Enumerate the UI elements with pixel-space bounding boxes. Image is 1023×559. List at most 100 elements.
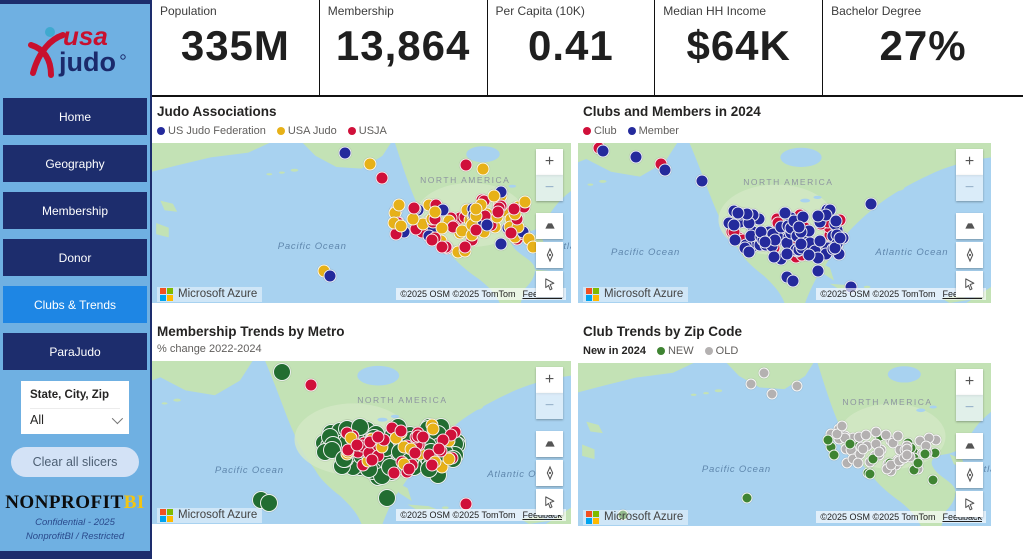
zoom-in-button[interactable]: + — [956, 149, 983, 175]
pointer-button[interactable] — [536, 489, 563, 515]
map-attribution: Microsoft Azure ©2025 OSM ©2025 TomTom F… — [152, 506, 571, 524]
tilt-icon — [544, 441, 555, 447]
sidebar-item-clubs-trends[interactable]: Clubs & Trends — [3, 286, 147, 323]
zoom-in-button[interactable]: + — [536, 149, 563, 175]
sidebar-nav: Home Geography Membership Donor Clubs & … — [0, 98, 150, 370]
tilt-icon — [964, 443, 975, 449]
compass-button[interactable] — [956, 462, 983, 488]
main-content: Population 335M Membership 13,864 Per Ca… — [152, 0, 1023, 526]
map-markers — [152, 361, 571, 524]
legend-item-usja[interactable]: USJA — [347, 125, 387, 137]
panel-title: Clubs and Members in 2024 — [583, 104, 761, 119]
map-membership-trends[interactable]: NORTH AMERICA Pacific Ocean Atlantic Oce… — [152, 361, 571, 524]
pointer-button[interactable] — [956, 491, 983, 517]
map-label-pacific-ocean: Pacific Ocean — [701, 464, 771, 476]
map-controls: + − — [956, 149, 983, 297]
map-label-pacific-ocean: Pacific Ocean — [611, 247, 681, 258]
map-panels: Judo Associations US Judo Federation USA… — [152, 97, 1023, 526]
map-label-north-america: NORTH AMERICA — [743, 176, 834, 187]
microsoft-azure-attribution: Microsoft Azure — [583, 286, 689, 302]
legend-item-us-judo-federation[interactable]: US Judo Federation — [157, 125, 266, 137]
compass-icon — [546, 465, 553, 481]
legend-item-old[interactable]: OLD — [704, 345, 738, 357]
microsoft-logo — [160, 508, 173, 522]
legend-item-member[interactable]: Member — [627, 125, 679, 137]
usa-judo-logo: usa judo — [0, 4, 150, 98]
tilt-icon — [964, 223, 975, 229]
kpi-population: Population 335M — [152, 0, 320, 95]
map-markers — [152, 143, 571, 303]
map-label-north-america: NORTH AMERICA — [842, 397, 933, 408]
tilt-button[interactable] — [536, 431, 563, 457]
panel-title: Judo Associations — [157, 104, 277, 119]
map-markers — [578, 143, 991, 303]
kpi-median-hh-income: Median HH Income $64K — [655, 0, 824, 95]
feedback-link[interactable]: Feedback — [942, 512, 982, 522]
azure-label: Microsoft Azure — [604, 288, 684, 300]
legend-item-usa-judo[interactable]: USA Judo — [276, 125, 337, 137]
sidebar-item-parajudo[interactable]: ParaJudo — [3, 333, 147, 370]
feedback-link[interactable]: Feedback — [522, 510, 562, 520]
svg-text:judo: judo — [58, 47, 116, 77]
map-attribution: Microsoft Azure ©2025 OSM ©2025 TomTom F… — [578, 285, 991, 303]
microsoft-azure-attribution: Microsoft Azure — [583, 509, 689, 525]
legend-item-club[interactable]: Club — [583, 125, 617, 137]
restricted-note: NonprofitBI / Restricted — [25, 531, 125, 542]
legend-dot — [627, 127, 636, 135]
tilt-button[interactable] — [956, 433, 983, 459]
map-label-north-america: NORTH AMERICA — [357, 395, 448, 406]
map-controls: + − — [956, 369, 983, 517]
zoom-out-button[interactable]: − — [956, 175, 983, 201]
map-judo-associations[interactable]: NORTH AMERICA Pacific Ocean Atlantic Oce… — [152, 143, 571, 303]
slicer-dropdown[interactable]: All — [30, 408, 124, 427]
cursor-icon — [545, 495, 555, 508]
zoom-in-button[interactable]: + — [536, 367, 563, 393]
pointer-button[interactable] — [956, 271, 983, 297]
nonprofitbi-brand: NONPROFITBI Confidential - 2025 Nonprofi… — [0, 492, 150, 542]
cursor-icon — [965, 497, 975, 510]
microsoft-logo — [586, 287, 599, 301]
panel-club-trends: Club Trends by Zip Code New in 2024 NEW … — [578, 303, 991, 526]
cursor-icon — [545, 277, 555, 290]
compass-icon — [546, 247, 553, 263]
legend-prefix: New in 2024 — [583, 345, 646, 357]
compass-button[interactable] — [536, 242, 563, 268]
sidebar-item-donor[interactable]: Donor — [3, 239, 147, 276]
zoom-out-button[interactable]: − — [536, 175, 563, 201]
legend-dot — [347, 127, 356, 135]
compass-icon — [966, 467, 973, 483]
slicer-label: State, City, Zip — [30, 389, 110, 401]
sidebar-bottom-strip — [0, 551, 150, 559]
zoom-in-button[interactable]: + — [956, 369, 983, 395]
cursor-icon — [965, 277, 975, 290]
map-label-atlantic-ocean: Atlantic Ocean — [556, 240, 571, 252]
map-label-atlantic-ocean: Atlantic Ocean — [875, 247, 949, 258]
map-club-trends[interactable]: NORTH AMERICA Pacific Ocean Atlantic Oce… — [578, 363, 991, 526]
tilt-icon — [544, 223, 555, 229]
sidebar: usa judo Home Geography Membership Donor… — [0, 0, 152, 559]
legend-item-new[interactable]: NEW — [656, 345, 694, 357]
pointer-button[interactable] — [536, 271, 563, 297]
map-clubs-members[interactable]: NORTH AMERICA Pacific Ocean Atlantic Oce… — [578, 143, 991, 303]
panel-title: Membership Trends by Metro — [157, 324, 345, 339]
zoom-out-button[interactable]: − — [956, 395, 983, 421]
tilt-button[interactable] — [536, 213, 563, 239]
sidebar-item-home[interactable]: Home — [3, 98, 147, 135]
confidential-note: Confidential - 2025 — [35, 517, 115, 528]
compass-button[interactable] — [536, 460, 563, 486]
zoom-out-button[interactable]: − — [536, 393, 563, 419]
tilt-button[interactable] — [956, 213, 983, 239]
clear-all-slicers-button[interactable]: Clear all slicers — [11, 447, 139, 477]
microsoft-azure-attribution: Microsoft Azure — [157, 507, 263, 523]
legend-dot — [656, 347, 665, 355]
panel-membership-trends: Membership Trends by Metro % change 2022… — [152, 303, 571, 526]
sidebar-item-membership[interactable]: Membership — [3, 192, 147, 229]
microsoft-azure-attribution: Microsoft Azure — [157, 286, 263, 302]
compass-button[interactable] — [956, 242, 983, 268]
brand-name: NONPROFITBI — [5, 492, 145, 513]
chevron-down-icon — [111, 412, 124, 425]
map-controls: + − — [536, 367, 563, 515]
sidebar-item-geography[interactable]: Geography — [3, 145, 147, 182]
map-markers — [578, 363, 991, 526]
